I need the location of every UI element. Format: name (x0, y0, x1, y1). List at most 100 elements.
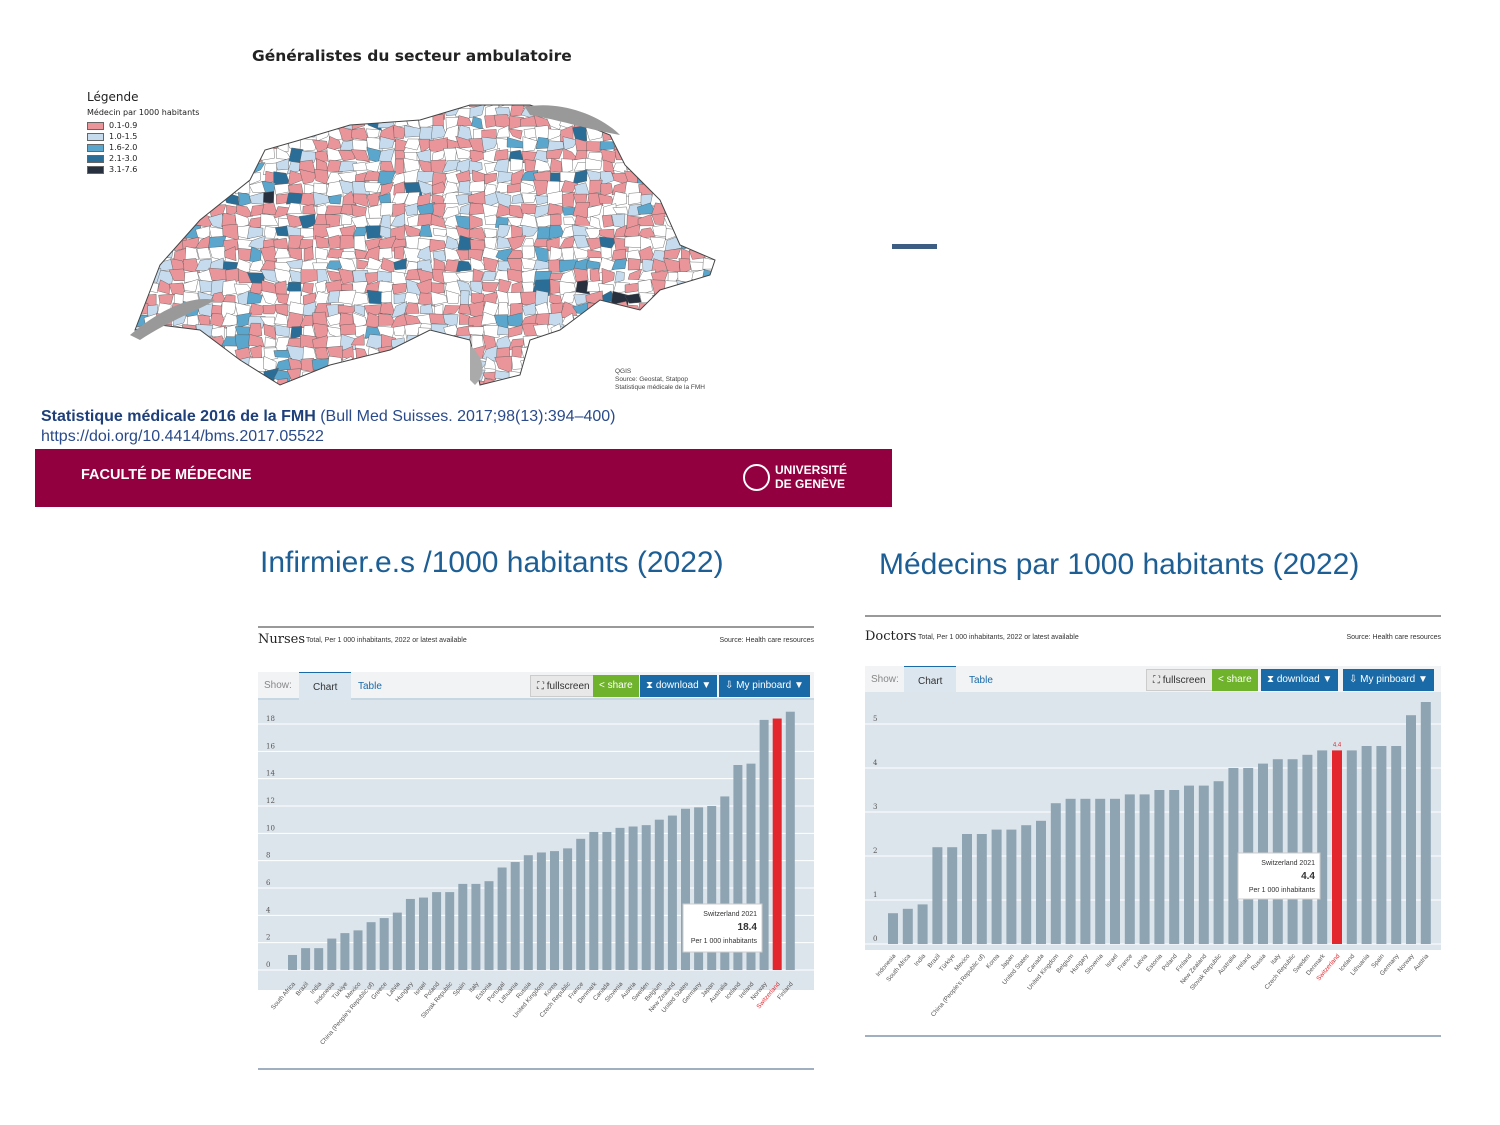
bar-sweden[interactable] (641, 825, 651, 970)
bar-united-states[interactable] (681, 808, 690, 970)
download-icon: ⧗ (1267, 674, 1275, 685)
chart-toolbar: Show: Chart Table ⛶ fullscreen < share ⧗ d… (865, 666, 1441, 694)
share-icon: < (1218, 674, 1224, 685)
bar-greece[interactable] (379, 918, 389, 970)
tab-table[interactable]: Table (358, 681, 382, 692)
bar-switzerland[interactable] (1332, 750, 1342, 944)
bar-israel[interactable] (1110, 798, 1120, 944)
bar-poland[interactable] (1169, 790, 1180, 944)
bar-spain[interactable] (458, 883, 468, 970)
bar-korea[interactable] (991, 829, 1002, 944)
bar-estonia[interactable] (484, 881, 494, 970)
bar-india[interactable] (314, 948, 324, 970)
bar-latvia[interactable] (1139, 794, 1150, 944)
show-label: Show: (871, 674, 899, 685)
bar-t-rkiye[interactable] (947, 847, 958, 944)
bar-new-zealand[interactable] (667, 815, 677, 970)
bar-china-people-s-republic-of-[interactable] (976, 834, 987, 944)
bar-france[interactable] (576, 838, 586, 970)
bar-t-rkiye[interactable] (340, 933, 350, 970)
bar-mexico[interactable] (962, 834, 972, 944)
bar-canada[interactable] (1036, 820, 1046, 944)
bar-australia[interactable] (1228, 768, 1239, 944)
bar-switzerland[interactable] (772, 718, 782, 970)
bar-hungary[interactable] (405, 898, 415, 970)
tab-table[interactable]: Table (969, 675, 993, 686)
bar-india[interactable] (917, 904, 928, 944)
bar-japan[interactable] (1006, 829, 1017, 944)
bar-belgium[interactable] (1065, 798, 1076, 944)
bar-czech-republic[interactable] (1287, 759, 1298, 944)
share-button[interactable]: < share (593, 675, 639, 697)
bar-latvia[interactable] (392, 912, 402, 970)
bar-lithuania[interactable] (510, 862, 520, 970)
tab-chart[interactable]: Chart (904, 666, 957, 694)
bar-france[interactable] (1124, 794, 1135, 944)
bar-lithuania[interactable] (1361, 746, 1372, 944)
citation: Statistique médicale 2016 de la FMH (Bul… (41, 408, 616, 426)
bar-spain[interactable] (1376, 746, 1387, 944)
bar-canada[interactable] (602, 831, 612, 970)
bar-indonesia[interactable] (888, 913, 898, 944)
bar-sweden[interactable] (1302, 754, 1313, 944)
bar-germany[interactable] (694, 807, 704, 970)
download-button[interactable]: ⧗ download ▼ (1261, 669, 1339, 691)
bar-united-states[interactable] (1021, 825, 1032, 944)
fullscreen-button[interactable]: ⛶ fullscreen (1146, 669, 1213, 691)
pinboard-button[interactable]: ⇩ My pinboard ▼ (1343, 669, 1434, 691)
bar-hungary[interactable] (1080, 798, 1091, 944)
bar-poland[interactable] (432, 892, 442, 970)
bar-south-africa[interactable] (902, 908, 913, 944)
panel-bottom-rule (865, 1035, 1441, 1037)
share-button[interactable]: < share (1212, 669, 1258, 691)
download-button[interactable]: ⧗ download ▼ (640, 675, 718, 697)
bar-germany[interactable] (1391, 746, 1402, 944)
bar-slovak-republic[interactable] (1213, 781, 1224, 944)
bar-new-zealand[interactable] (1198, 785, 1209, 944)
bar-denmark[interactable] (589, 831, 599, 970)
source-line: Source: Geostat, Statpop (615, 376, 688, 383)
fullscreen-button[interactable]: ⛶ fullscreen (530, 675, 597, 697)
bar-iceland[interactable] (733, 765, 743, 970)
pinboard-button[interactable]: ⇩ My pinboard ▼ (719, 675, 810, 697)
bar-finland[interactable] (785, 711, 795, 970)
legend-title: Légende (87, 90, 139, 104)
bar-brazil[interactable] (932, 847, 943, 944)
bar-belgium[interactable] (654, 819, 664, 970)
bar-norway[interactable] (1406, 715, 1416, 944)
bar-korea[interactable] (550, 851, 559, 970)
bar-japan[interactable] (707, 806, 717, 970)
y-tick-label: 2 (266, 934, 270, 942)
bar-portugal[interactable] (497, 867, 507, 971)
bar-finland[interactable] (1184, 785, 1194, 944)
bar-ireland[interactable] (746, 763, 756, 970)
tab-chart[interactable]: Chart (299, 672, 352, 700)
bar-indonesia[interactable] (327, 938, 337, 970)
bar-united-kingdom[interactable] (536, 852, 546, 970)
bar-austria[interactable] (1420, 702, 1431, 944)
bar-denmark[interactable] (1317, 750, 1328, 944)
bar-norway[interactable] (759, 719, 769, 970)
bar-china-people-s-republic-of-[interactable] (366, 922, 376, 970)
bar-australia[interactable] (720, 796, 730, 970)
doctors-chart-panel: Doctors Total, Per 1 000 inhabitants, 20… (865, 615, 1441, 1037)
bar-slovak-republic[interactable] (445, 892, 455, 970)
bar-italy[interactable] (1272, 759, 1283, 944)
doi-link[interactable]: https://doi.org/10.4414/bms.2017.05522 (41, 428, 324, 445)
bar-south-africa[interactable] (288, 954, 297, 970)
bar-russia[interactable] (523, 855, 533, 970)
bar-iceland[interactable] (1346, 750, 1357, 944)
legend-label: 2.1-3.0 (109, 154, 138, 163)
bar-slovenia[interactable] (1095, 798, 1106, 944)
bar-estonia[interactable] (1154, 790, 1165, 944)
bar-united-kingdom[interactable] (1050, 803, 1061, 944)
bar-slovenia[interactable] (615, 827, 625, 970)
bar-brazil[interactable] (301, 948, 311, 970)
bar-mexico[interactable] (353, 930, 363, 970)
bar-czech-republic[interactable] (563, 848, 573, 970)
tooltip: Switzerland 2021 4.4 Per 1 000 inhabitants (1237, 852, 1321, 900)
bar-israel[interactable] (419, 897, 428, 970)
bar-austria[interactable] (628, 826, 638, 971)
bar-italy[interactable] (471, 883, 481, 970)
